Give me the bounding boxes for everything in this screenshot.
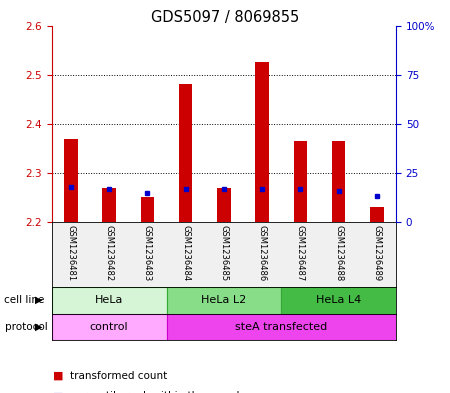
Text: cell line: cell line <box>4 295 45 305</box>
Text: transformed count: transformed count <box>70 371 167 381</box>
Text: GDS5097 / 8069855: GDS5097 / 8069855 <box>151 10 299 25</box>
Bar <box>103 188 116 222</box>
Text: GSM1236489: GSM1236489 <box>373 225 382 281</box>
Text: control: control <box>90 322 128 332</box>
Bar <box>294 141 307 222</box>
Text: GSM1236481: GSM1236481 <box>67 225 76 281</box>
Text: GSM1236486: GSM1236486 <box>257 225 266 281</box>
Text: HeLa L2: HeLa L2 <box>201 295 247 305</box>
Bar <box>166 287 281 314</box>
Text: steA transfected: steA transfected <box>235 322 328 332</box>
Text: protocol: protocol <box>4 322 47 332</box>
Bar <box>370 208 383 222</box>
Text: GSM1236487: GSM1236487 <box>296 225 305 281</box>
Text: GSM1236483: GSM1236483 <box>143 225 152 281</box>
Bar <box>179 84 192 222</box>
Text: percentile rank within the sample: percentile rank within the sample <box>70 391 246 393</box>
Bar <box>52 287 166 314</box>
Bar <box>332 141 345 222</box>
Bar <box>166 314 396 340</box>
Bar <box>281 287 396 314</box>
Text: ■: ■ <box>53 391 64 393</box>
Text: GSM1236488: GSM1236488 <box>334 225 343 281</box>
Text: GSM1236485: GSM1236485 <box>220 225 228 281</box>
Text: ■: ■ <box>53 371 64 381</box>
Text: GSM1236482: GSM1236482 <box>104 225 113 281</box>
Text: ▶: ▶ <box>35 322 42 332</box>
Text: ▶: ▶ <box>35 295 42 305</box>
Bar <box>256 62 269 222</box>
Text: HeLa: HeLa <box>95 295 123 305</box>
Text: GSM1236484: GSM1236484 <box>181 225 190 281</box>
Bar <box>141 198 154 222</box>
Bar <box>52 314 166 340</box>
Text: HeLa L4: HeLa L4 <box>316 295 361 305</box>
Bar <box>217 188 230 222</box>
Bar <box>64 138 77 222</box>
